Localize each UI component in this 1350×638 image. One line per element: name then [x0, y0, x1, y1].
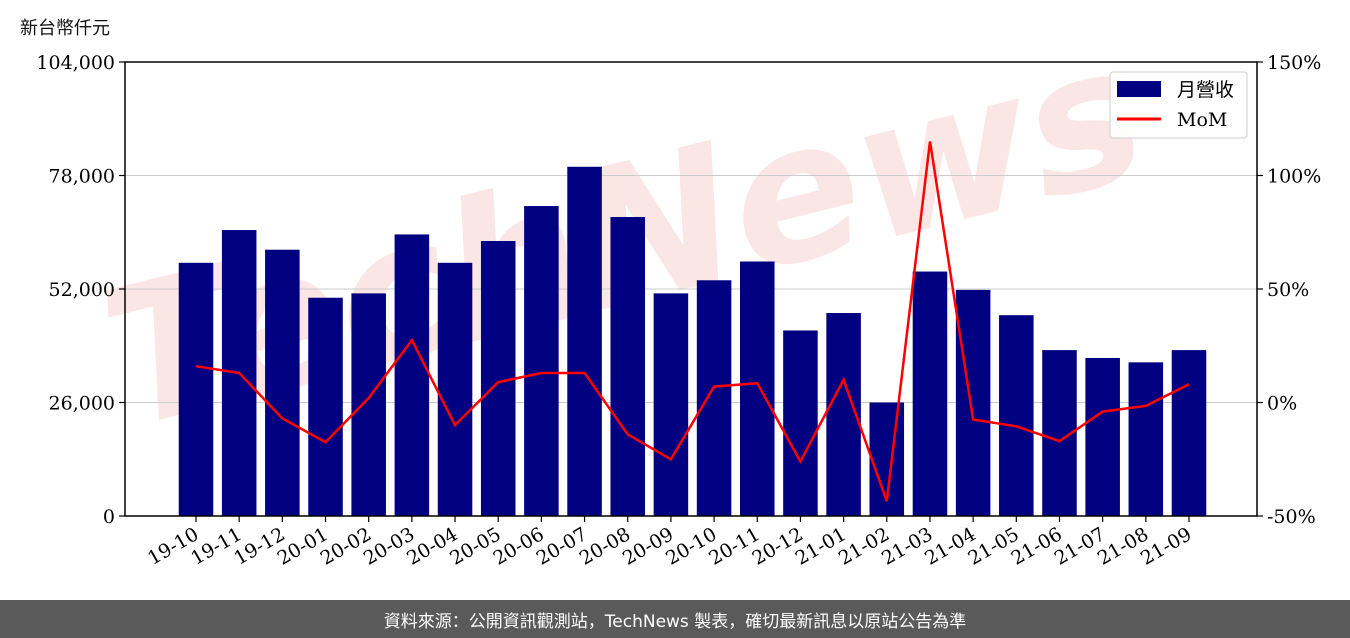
- y-right-tick-label: 150%: [1267, 52, 1321, 74]
- bar-20-06: [524, 206, 559, 517]
- y-right-tick-label: 100%: [1267, 166, 1321, 188]
- legend-swatch-revenue: [1117, 81, 1161, 97]
- legend-label-revenue: 月營收: [1177, 79, 1234, 101]
- bar-20-01: [308, 297, 343, 516]
- bar-21-03: [912, 271, 948, 516]
- bar-20-07: [567, 166, 602, 516]
- bar-20-04: [437, 262, 473, 516]
- bar-21-05: [999, 315, 1034, 516]
- bar-21-04: [955, 289, 991, 516]
- x-tick-label: 21-09: [1137, 523, 1195, 569]
- bar-20-02: [351, 293, 386, 516]
- legend-label-mom: MoM: [1177, 109, 1227, 131]
- mom-line: [195, 141, 1190, 502]
- y-axis-unit-label: 新台幣仟元: [20, 18, 110, 39]
- bar-20-11: [739, 261, 775, 516]
- bar-19-12: [265, 249, 300, 516]
- bar-20-08: [610, 216, 646, 516]
- y-left-tick-label: 26,000: [49, 393, 115, 415]
- y-left-tick-label: 0: [103, 506, 115, 528]
- revenue-chart: TechNews 026,00052,00078,000104,000-50%0…: [20, 1, 1321, 570]
- bar-21-07: [1085, 357, 1120, 516]
- bar-21-09: [1171, 350, 1207, 516]
- bar-20-09: [653, 293, 689, 516]
- y-right-tick-label: 0%: [1267, 393, 1297, 415]
- y-right-tick-label: -50%: [1267, 506, 1316, 528]
- bar-20-12: [783, 330, 818, 516]
- bar-19-10: [178, 262, 214, 516]
- y-left-tick-label: 52,000: [49, 279, 115, 301]
- footer-text: 資料來源：公開資訊觀測站，TechNews 製表，確切最新訊息以原站公告為準: [383, 611, 967, 632]
- legend: 月營收 MoM: [1109, 71, 1248, 139]
- bar-20-10: [696, 280, 732, 516]
- y-right-tick-label: 50%: [1267, 279, 1309, 301]
- y-left-tick-label: 104,000: [36, 52, 115, 74]
- y-left-tick-label: 78,000: [49, 166, 115, 188]
- bar-21-08: [1128, 362, 1164, 516]
- bar-20-03: [394, 234, 430, 517]
- source-footer: 資料來源：公開資訊觀測站，TechNews 製表，確切最新訊息以原站公告為準: [0, 600, 1350, 638]
